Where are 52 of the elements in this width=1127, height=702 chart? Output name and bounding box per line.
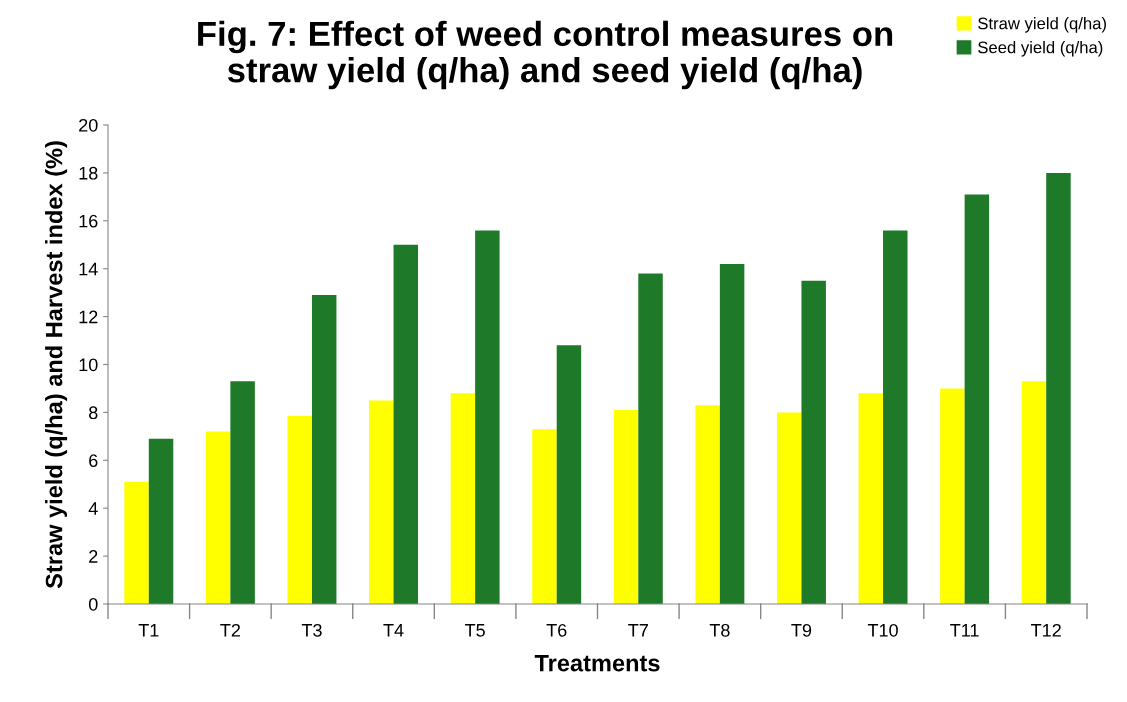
bar: [883, 230, 908, 604]
bar: [124, 481, 149, 604]
x-tick-label: T4: [383, 624, 404, 637]
x-tick-label: T5: [465, 624, 485, 637]
y-tick-label: 6: [89, 454, 98, 468]
x-tick-label: T1: [138, 624, 159, 637]
legend-label: Seed yield (q/ha): [978, 41, 1103, 57]
x-tick-label: T10: [867, 623, 898, 637]
bar: [287, 415, 312, 604]
x-axis-title: Treatments: [534, 655, 660, 672]
x-tick-label: T9: [791, 623, 812, 637]
y-tick-label: 8: [89, 406, 98, 420]
bar: [1046, 172, 1071, 604]
bar: [230, 381, 255, 604]
y-tick-label: 12: [79, 310, 98, 324]
bar: [393, 244, 419, 604]
bar: [695, 405, 720, 604]
bar: [1021, 381, 1047, 604]
y-tick-label: 20: [79, 118, 98, 132]
y-tick-label: 18: [79, 166, 98, 180]
bar: [613, 410, 639, 604]
bar: [556, 345, 582, 604]
x-tick-label: T3: [301, 623, 322, 637]
chart-title: Fig. 7: Effect of weed control measures on straw yield (q/ha) and seed yield (q/ha): [198, 20, 893, 90]
y-tick-label: 14: [79, 262, 98, 276]
bar: [858, 393, 884, 604]
x-tick-label: T8: [709, 623, 730, 637]
bar: [450, 393, 476, 604]
y-tick-label: 10: [79, 358, 98, 372]
y-tick-label: 2: [89, 550, 98, 563]
bar: [638, 273, 663, 604]
x-tick-label: T11: [950, 624, 979, 637]
bar: [148, 438, 174, 604]
bar: [369, 400, 394, 604]
bar: [532, 429, 557, 604]
bar: [311, 295, 337, 604]
y-axis-title: Straw yield (q/ha) and Harvest index (%): [45, 141, 68, 589]
legend-label: Straw yield (q/ha): [978, 17, 1106, 33]
bar: [776, 412, 802, 604]
bar: [940, 388, 965, 604]
y-tick-label: 4: [88, 502, 98, 515]
bar: [964, 194, 990, 604]
bar: [205, 431, 231, 604]
x-tick-label: T12: [1031, 623, 1061, 637]
x-tick-label: T2: [220, 623, 240, 637]
y-tick-label: 16: [79, 214, 98, 228]
y-tick-label: 0: [88, 597, 98, 611]
bar: [719, 263, 745, 604]
x-tick-label: T7: [628, 624, 648, 637]
bar: [801, 280, 826, 604]
x-tick-label: T6: [546, 623, 567, 637]
bar: [475, 230, 500, 604]
